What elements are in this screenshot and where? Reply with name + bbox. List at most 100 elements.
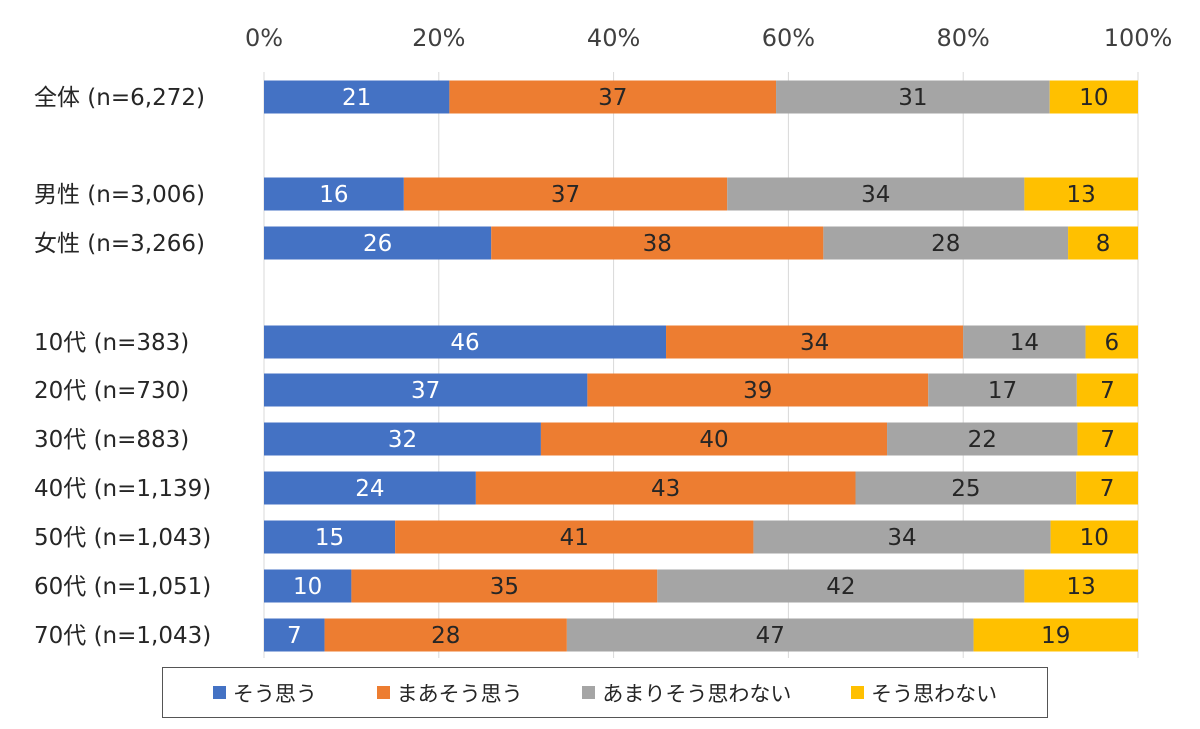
category-label: 40代 (n=1,139) — [34, 476, 211, 502]
bar-segment — [1024, 177, 1138, 211]
category-label: 70代 (n=1,043) — [34, 623, 211, 649]
data-label: 28 — [931, 231, 960, 257]
data-label: 13 — [1067, 574, 1096, 600]
legend-item-disagree: そう思わない — [851, 678, 997, 708]
bar-segment — [324, 618, 567, 652]
data-label: 21 — [342, 85, 371, 111]
category-label: 60代 (n=1,051) — [34, 574, 211, 600]
x-tick-label: 60% — [762, 24, 815, 52]
bar-segment — [587, 373, 929, 407]
bar-segment — [566, 618, 974, 652]
bar-segment — [351, 569, 658, 603]
category-label: 30代 (n=883) — [34, 427, 189, 453]
category-label: 50代 (n=1,043) — [34, 525, 211, 551]
legend-swatch — [582, 686, 596, 699]
data-label: 46 — [450, 330, 479, 356]
x-tick-label: 40% — [587, 24, 640, 52]
legend-label: そう思わない — [871, 681, 998, 706]
data-label: 13 — [1067, 182, 1096, 208]
data-label: 25 — [951, 476, 980, 502]
data-label: 10 — [293, 574, 322, 600]
bar-segment — [264, 177, 404, 211]
legend-swatch — [851, 686, 865, 699]
bar-segment — [1050, 520, 1138, 554]
bar-segment — [973, 618, 1138, 652]
bar-segment — [264, 422, 541, 456]
data-label: 42 — [826, 574, 855, 600]
data-label: 40 — [699, 427, 728, 453]
bar-segment — [657, 569, 1025, 603]
bar-segment — [264, 226, 492, 260]
x-tick-label: 0% — [245, 24, 283, 52]
x-tick-label: 100% — [1104, 24, 1173, 52]
bar-segment — [1049, 80, 1138, 114]
data-label: 34 — [861, 182, 890, 208]
data-label: 47 — [756, 623, 785, 649]
data-label: 10 — [1080, 525, 1109, 551]
category-label: 男性 (n=3,006) — [34, 182, 205, 208]
bar-segment — [449, 80, 777, 114]
data-label: 28 — [431, 623, 460, 649]
bar-segment — [403, 177, 728, 211]
bar-segment — [264, 520, 396, 554]
bar-segment — [776, 80, 1050, 114]
bar-segment — [264, 80, 450, 114]
bar-segment — [928, 373, 1077, 407]
bar-segment — [1024, 569, 1138, 603]
category-label: 女性 (n=3,266) — [34, 231, 205, 257]
data-label: 34 — [800, 330, 829, 356]
data-label: 26 — [363, 231, 392, 257]
data-label: 7 — [1100, 427, 1115, 453]
bar-segment — [823, 226, 1069, 260]
data-label: 43 — [651, 476, 680, 502]
legend: そう思う まあそう思う あまりそう思わない そう思わない — [162, 667, 1048, 718]
data-label: 16 — [319, 182, 348, 208]
bar-segment — [264, 569, 352, 603]
legend-swatch — [376, 686, 390, 699]
data-label: 34 — [887, 525, 916, 551]
bar-segment — [963, 325, 1086, 359]
bar-segment — [264, 373, 588, 407]
bar-segment — [1076, 373, 1138, 407]
category-label: 10代 (n=383) — [34, 330, 189, 356]
bar-segment — [1085, 325, 1138, 359]
data-label: 39 — [743, 378, 772, 404]
data-label: 7 — [287, 623, 302, 649]
data-label: 24 — [355, 476, 384, 502]
data-label: 41 — [560, 525, 589, 551]
bar-segment — [666, 325, 964, 359]
data-label: 17 — [988, 378, 1017, 404]
bar-segment — [264, 618, 325, 652]
data-label: 22 — [968, 427, 997, 453]
bar-segment — [264, 325, 667, 359]
data-label: 31 — [898, 85, 927, 111]
legend-swatch — [212, 686, 226, 699]
bar-segment — [855, 471, 1077, 505]
data-label: 7 — [1100, 378, 1115, 404]
bar-segment — [395, 520, 754, 554]
legend-item-somewhat-agree: まあそう思う — [376, 678, 523, 708]
data-label: 7 — [1100, 476, 1115, 502]
data-label: 37 — [411, 378, 440, 404]
bar-segment — [475, 471, 856, 505]
data-label: 14 — [1010, 330, 1039, 356]
bar-segment — [753, 520, 1051, 554]
data-label: 32 — [388, 427, 417, 453]
data-label: 10 — [1079, 85, 1108, 111]
legend-item-somewhat-disagree: あまりそう思わない — [582, 678, 791, 708]
category-label: 全体 (n=6,272) — [34, 85, 205, 111]
bar-segment — [1077, 422, 1138, 456]
bar-segment — [1068, 226, 1138, 260]
data-label: 37 — [598, 85, 627, 111]
x-tick-label: 20% — [412, 24, 465, 52]
legend-label: まあそう思う — [396, 681, 523, 706]
data-label: 6 — [1104, 330, 1119, 356]
x-tick-label: 80% — [937, 24, 990, 52]
data-label: 8 — [1096, 231, 1111, 257]
category-label: 20代 (n=730) — [34, 378, 189, 404]
bar-segment — [1076, 471, 1138, 505]
data-label: 35 — [490, 574, 519, 600]
data-label: 38 — [643, 231, 672, 257]
legend-label: あまりそう思わない — [602, 681, 792, 706]
